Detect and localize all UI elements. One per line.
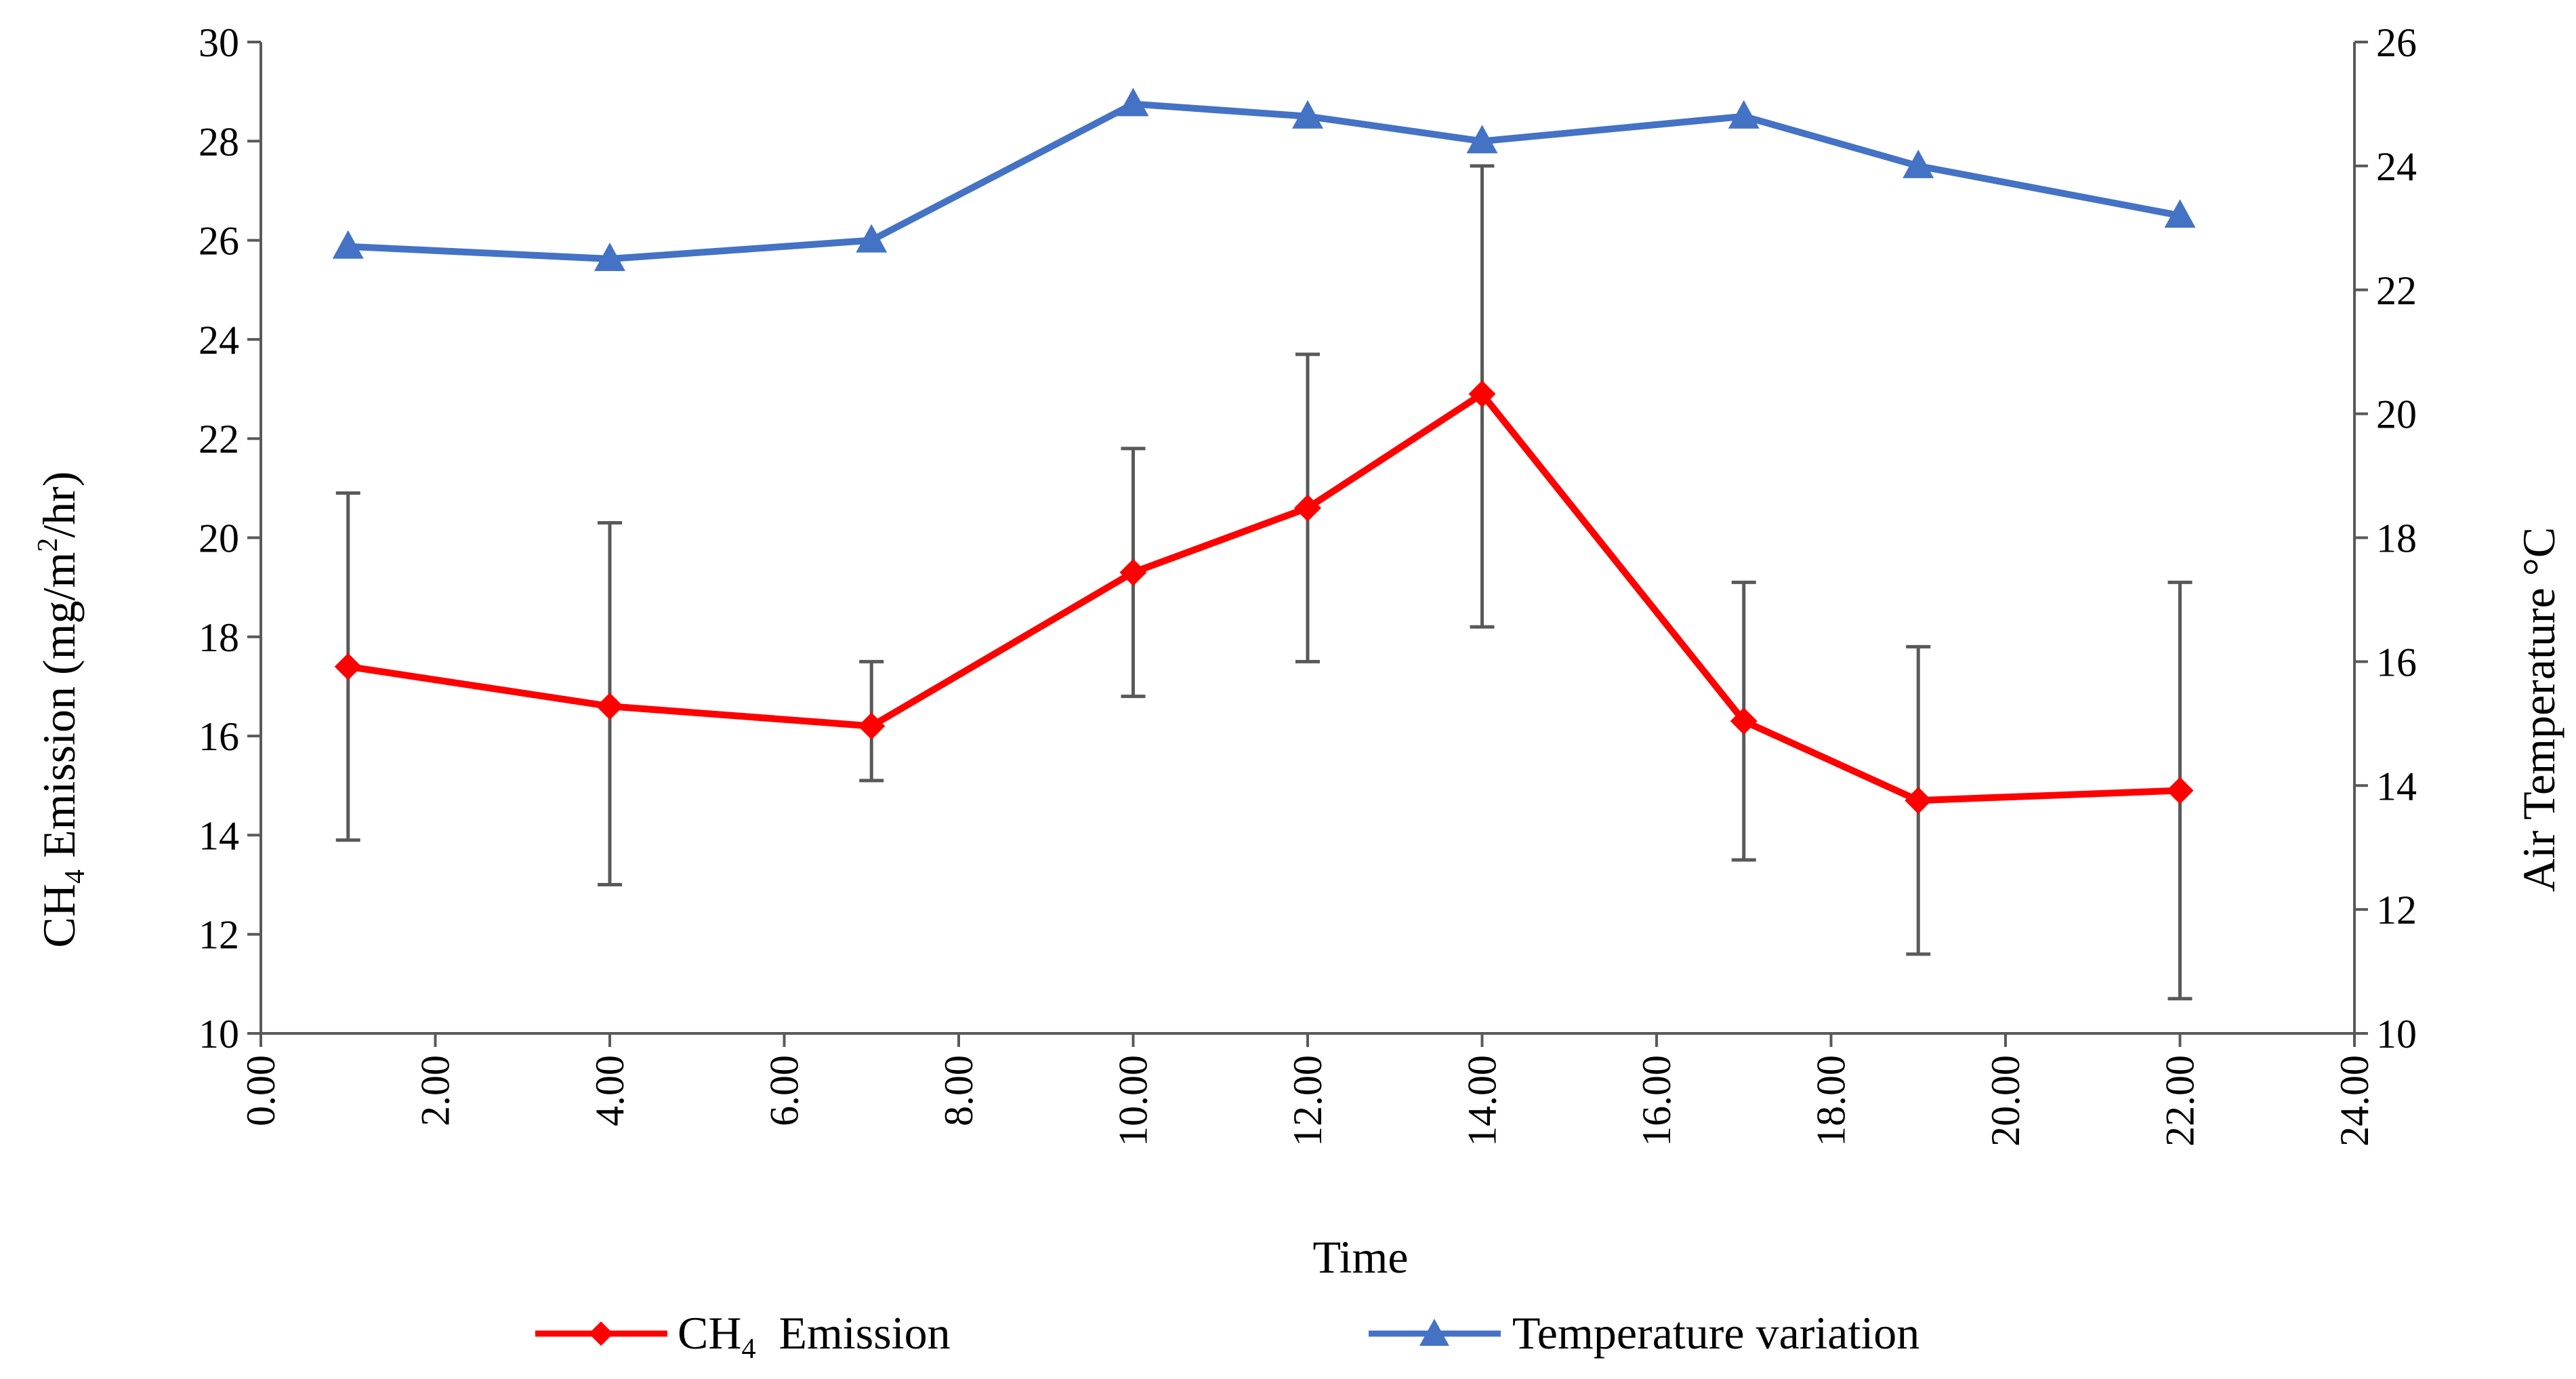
- x-axis-title: Time: [1312, 1231, 1408, 1283]
- data-point: [856, 224, 888, 253]
- y2-tick-label: 22: [2376, 268, 2417, 313]
- y-tick-label: 22: [199, 417, 239, 461]
- y-tick-label: 20: [199, 516, 239, 561]
- x-tick-label: 16.00: [1634, 1055, 1679, 1147]
- y2-tick-label: 12: [2376, 888, 2417, 932]
- data-point: [1468, 380, 1496, 408]
- y2-tick-label: 10: [2376, 1012, 2417, 1056]
- data-point: [858, 712, 886, 740]
- data-point: [596, 693, 623, 720]
- y2-tick-label: 20: [2376, 392, 2417, 437]
- y-axis-title: CH4 Emission (mg/m2/hr): [33, 471, 91, 947]
- x-tick-label: 4.00: [587, 1055, 632, 1126]
- data-point: [1294, 494, 1321, 522]
- y-tick-label: 14: [199, 813, 239, 858]
- legend-label-temperature: Temperature variation: [1512, 1307, 1919, 1359]
- data-point: [1903, 149, 1934, 178]
- data-point: [1905, 787, 1932, 815]
- error-bars: [335, 164, 2193, 1001]
- y-tick-label: 24: [199, 318, 239, 363]
- data-point: [594, 243, 625, 272]
- y2-tick-label: 14: [2376, 764, 2417, 808]
- x-tick-label: 24.00: [2332, 1055, 2377, 1147]
- y2-axis-title: Air Temperature °C: [2513, 527, 2564, 892]
- legend: CH4 Emission Temperature variation: [535, 1307, 1919, 1365]
- x-tick-label: 22.00: [2158, 1055, 2203, 1147]
- data-point: [1117, 87, 1149, 117]
- axes: [247, 41, 2368, 1047]
- x-tick-label: 8.00: [936, 1055, 981, 1126]
- data-point: [1466, 125, 1498, 154]
- data-point: [1730, 707, 1758, 735]
- data-point: [2166, 777, 2194, 804]
- data-point: [334, 653, 362, 680]
- x-tick-label: 2.00: [413, 1055, 458, 1126]
- y-tick-label: 28: [199, 119, 239, 164]
- y-tick-label: 12: [199, 913, 239, 958]
- legend-label-ch4: CH4 Emission: [678, 1307, 951, 1365]
- data-point: [1728, 100, 1760, 129]
- y2-tick-label: 18: [2376, 516, 2417, 561]
- x-tick-label: 20.00: [1983, 1055, 2028, 1147]
- data-point: [332, 230, 364, 259]
- legend-item-ch4-emission: CH4 Emission: [535, 1307, 951, 1365]
- data-point: [1119, 558, 1147, 586]
- y2-tick-label: 24: [2376, 144, 2417, 189]
- y-tick-label: 30: [199, 20, 239, 65]
- y-tick-label: 26: [199, 219, 239, 264]
- tick-labels: 0.00 2.00 4.00 6.00 8.00 10.00 12.00 14.00 16.00…: [199, 20, 2417, 1147]
- series-layer: [332, 87, 2196, 815]
- series-0: [334, 380, 2194, 815]
- x-tick-label: 6.00: [762, 1055, 807, 1126]
- x-tick-label: 10.00: [1111, 1055, 1156, 1147]
- x-tick-label: 18.00: [1809, 1055, 1854, 1147]
- data-point: [1292, 100, 1323, 129]
- x-tick-label: 12.00: [1285, 1055, 1330, 1147]
- legend-item-temperature: Temperature variation: [1369, 1307, 1919, 1359]
- legend-marker-temperature: [1419, 1319, 1449, 1346]
- x-tick-label: 0.00: [238, 1055, 283, 1126]
- data-point: [2164, 199, 2196, 228]
- legend-marker-ch4: [589, 1321, 613, 1346]
- series-1: [332, 87, 2196, 272]
- y-tick-label: 18: [199, 615, 239, 660]
- series-line-1: [348, 100, 2181, 263]
- x-tick-label: 14.00: [1460, 1055, 1505, 1147]
- y-tick-label: 16: [199, 714, 239, 759]
- series-line-0: [348, 390, 2180, 804]
- y2-tick-label: 16: [2376, 640, 2417, 684]
- y-tick-label: 10: [199, 1012, 239, 1056]
- y2-tick-label: 26: [2376, 20, 2417, 65]
